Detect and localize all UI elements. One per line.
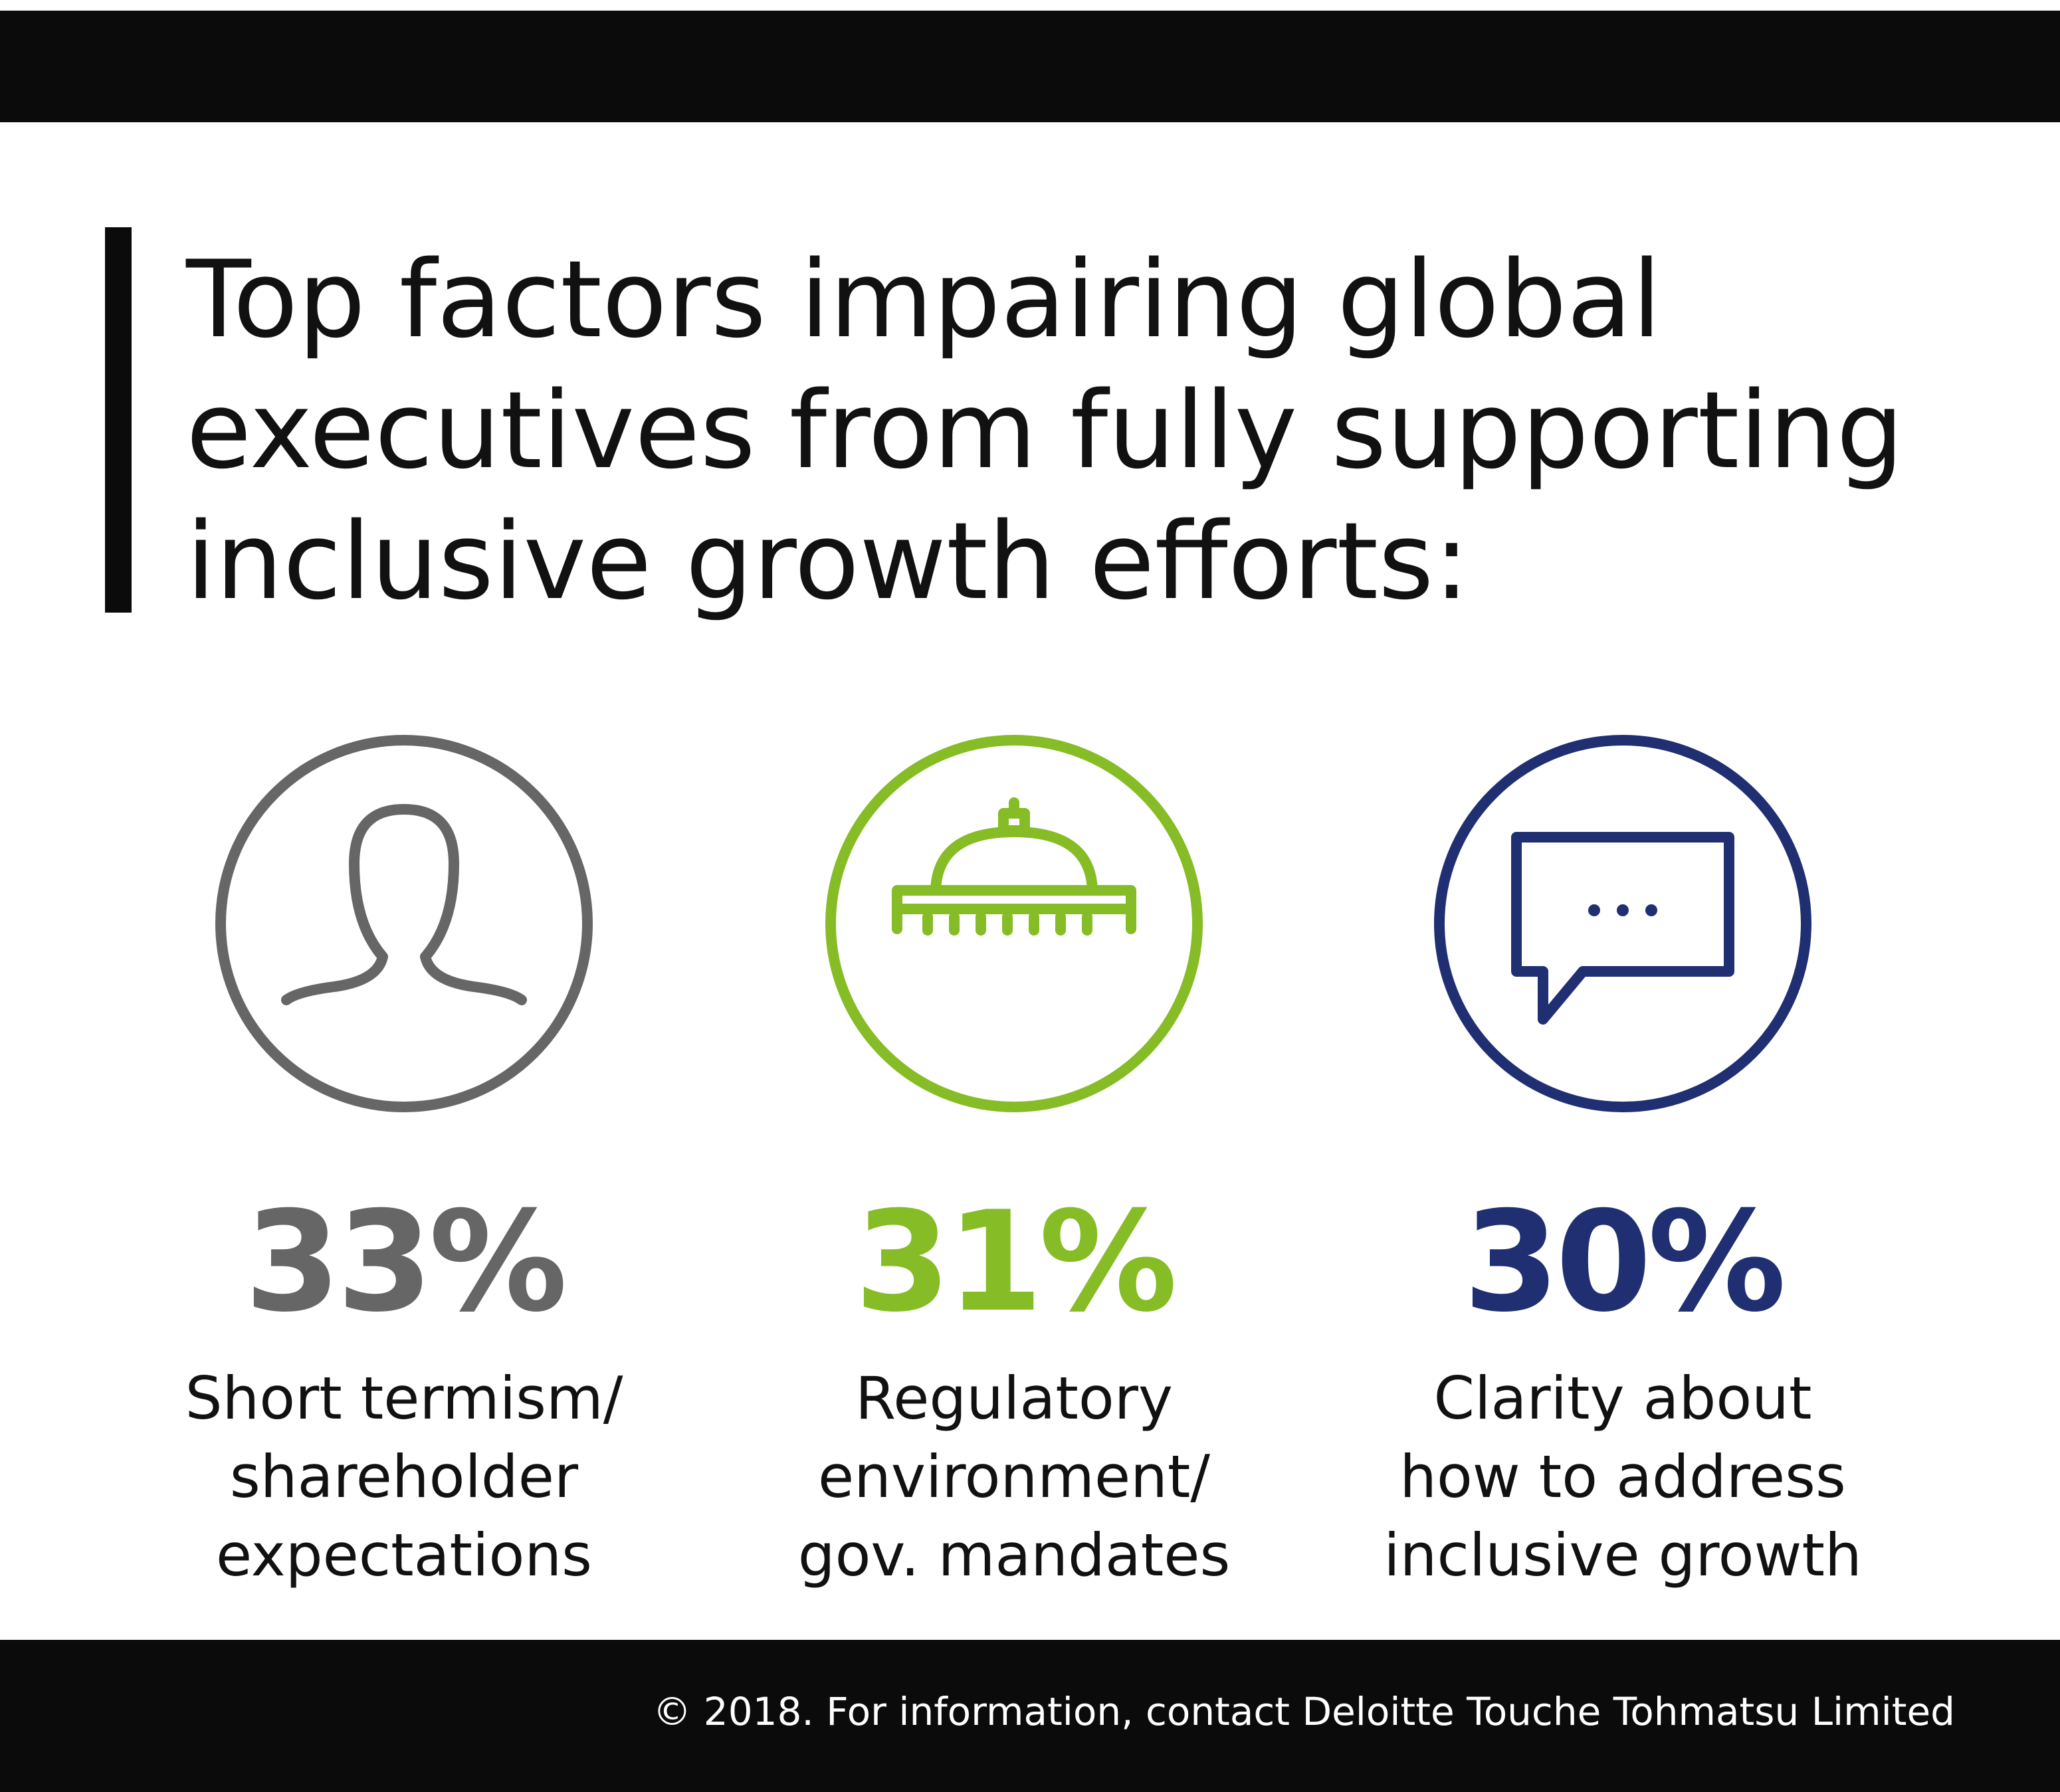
stat-description-line: inclusive growth (1384, 1521, 1862, 1589)
stat-percent: 31% (855, 1182, 1178, 1343)
stat-description-line: Short termism/ (185, 1364, 623, 1433)
stat-description-line: Regulatory (855, 1364, 1173, 1433)
page-title: Top factors impairing global executives … (186, 234, 1914, 627)
title-accent-bar (105, 227, 132, 613)
stat-description-line: Clarity about (1433, 1364, 1812, 1433)
stat-description-line: shareholder (229, 1443, 579, 1511)
stat-description-line: environment/ (817, 1443, 1211, 1511)
title-line: Top factors impairing global (186, 237, 1662, 361)
stat-description: Short termism/ shareholder expectations (145, 1359, 663, 1595)
stat-regulatory: 31% Regulatory environment/ gov. mandate… (755, 731, 1273, 1595)
footer-bar: © 2018. For information, contact Deloitt… (0, 1640, 2060, 1792)
title-line: inclusive growth efforts: (186, 499, 1470, 623)
stat-percent: 30% (1463, 1182, 1786, 1343)
stat-description: Regulatory environment/ gov. mandates (755, 1359, 1273, 1595)
stat-description-line: how to address (1399, 1443, 1846, 1511)
top-banner (0, 11, 2060, 122)
person-icon (215, 735, 593, 1112)
stat-percent: 33% (245, 1182, 567, 1343)
stat-description-line: expectations (216, 1521, 592, 1589)
capitol-dome-icon (825, 735, 1203, 1112)
speech-bubble-icon (1434, 735, 1811, 1112)
title-line: executives from fully supporting (186, 368, 1904, 492)
stat-short-termism: 33% Short termism/ shareholder expectati… (145, 731, 663, 1595)
stat-description-line: gov. mandates (797, 1521, 1231, 1589)
stat-description: Clarity about how to address inclusive g… (1364, 1359, 1882, 1595)
stat-clarity: 30% Clarity about how to address inclusi… (1364, 731, 1882, 1595)
copyright-text: © 2018. For information, contact Deloitt… (653, 1689, 1955, 1734)
